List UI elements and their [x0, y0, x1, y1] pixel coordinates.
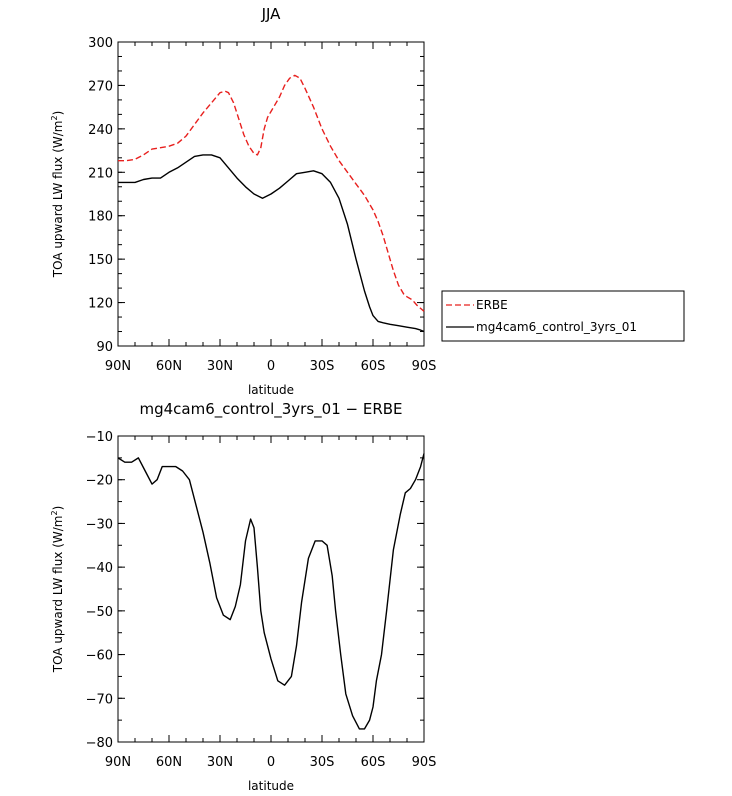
top-series-group	[118, 74, 425, 333]
top-axis-ticks: 90N 60N 30N 0 30S 60S 90S 90 120 150 180 210 240 270 3…	[88, 36, 436, 374]
top-y-tick-label: 180	[88, 210, 113, 225]
top-x-tick-label: 30N	[207, 359, 233, 374]
bottom-x-axis-label: latitude	[248, 779, 294, 793]
bottom-plot-frame	[117, 435, 425, 743]
bottom-series-line-0	[117, 453, 425, 730]
bottom-y-tick-label: −30	[86, 517, 113, 532]
top-y-tick-label: 240	[88, 123, 113, 138]
top-x-tick-label: 60N	[156, 359, 182, 374]
bottom-y-tick-label: −60	[86, 649, 113, 664]
top-y-axis-label-main: TOA upward LW flux (W/m	[51, 121, 65, 279]
top-series-line-0	[118, 74, 425, 312]
bottom-y-tick-label: −20	[86, 474, 113, 489]
top-x-tick-label: 0	[267, 359, 275, 374]
bottom-y-axis-label-close: )	[51, 506, 65, 511]
top-x-tick-label: 30S	[310, 359, 335, 374]
top-y-axis-label: TOA upward LW flux (W/m2)	[50, 111, 65, 279]
top-y-tick-label: 150	[88, 253, 113, 268]
bottom-x-tick-label: 0	[267, 755, 275, 770]
top-y-axis-label-sup: 2	[50, 115, 59, 120]
bottom-y-axis-label-main: TOA upward LW flux (W/m	[51, 516, 65, 674]
legend-box	[441, 290, 685, 342]
top-panel: JJA 90N 60N 30N 0 30S 60S 90S 90 120 150 180 210 240…	[50, 5, 685, 397]
top-y-tick-label: 90	[96, 340, 113, 355]
top-x-axis-label: latitude	[248, 383, 294, 397]
top-y-tick-label: 270	[88, 79, 113, 94]
top-x-tick-label: 90S	[412, 359, 437, 374]
top-y-tick-label: 300	[88, 36, 113, 51]
legend-label-model: mg4cam6_control_3yrs_01	[476, 320, 637, 334]
bottom-y-axis-label: TOA upward LW flux (W/m2)	[50, 506, 65, 674]
bottom-y-tick-label: −80	[86, 736, 113, 751]
bottom-x-tick-label: 60S	[361, 755, 386, 770]
legend: ERBE mg4cam6_control_3yrs_01	[441, 290, 685, 342]
bottom-y-tick-label: −50	[86, 605, 113, 620]
top-x-tick-label: 60S	[361, 359, 386, 374]
bottom-panel: mg4cam6_control_3yrs_01 − ERBE 90N 60N 30N…	[50, 400, 436, 793]
top-y-tick-label: 120	[88, 297, 113, 312]
bottom-y-axis-label-sup: 2	[50, 510, 59, 515]
bottom-series-group	[117, 453, 425, 730]
bottom-x-tick-label: 90N	[105, 755, 131, 770]
bottom-y-tick-label: −10	[86, 430, 113, 445]
bottom-y-tick-label: −40	[86, 561, 113, 576]
bottom-x-tick-label: 90S	[412, 755, 437, 770]
bottom-x-tick-label: 60N	[156, 755, 182, 770]
bottom-y-tick-label: −70	[86, 692, 113, 707]
top-series-line-1	[118, 154, 425, 333]
bottom-x-tick-label: 30N	[207, 755, 233, 770]
top-y-axis-label-close: )	[51, 111, 65, 116]
bottom-chart-title: mg4cam6_control_3yrs_01 − ERBE	[139, 400, 402, 419]
top-y-tick-label: 210	[88, 166, 113, 181]
legend-label-erbe: ERBE	[476, 298, 508, 312]
bottom-axis-ticks: 90N 60N 30N 0 30S 60S 90S −80 −70 −60 −50 −40 −30 −20…	[86, 430, 437, 770]
top-chart-title: JJA	[261, 5, 282, 23]
top-x-tick-label: 90N	[105, 359, 131, 374]
bottom-x-tick-label: 30S	[310, 755, 335, 770]
